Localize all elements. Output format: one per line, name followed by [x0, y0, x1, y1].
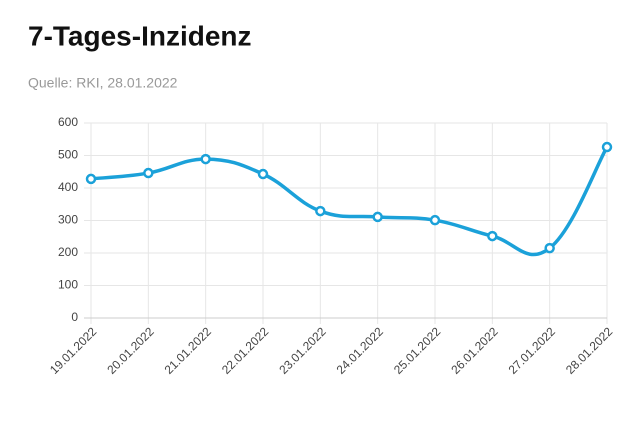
y-tick-label: 300: [58, 213, 78, 227]
point: [429, 214, 441, 226]
x-tick-label: 19.01.2022: [47, 324, 100, 377]
point: [143, 167, 154, 179]
chart-title: 7-Tages-Inzidenz: [28, 20, 252, 51]
point: [200, 153, 211, 165]
y-tick-label: 200: [58, 245, 78, 259]
point: [257, 168, 269, 180]
x-tick-label: 20.01.2022: [104, 324, 157, 377]
y-tick-label: 100: [58, 278, 78, 292]
x-tick-label: 26.01.2022: [448, 324, 501, 377]
point: [372, 211, 383, 223]
point: [601, 141, 613, 153]
x-tick-label: 24.01.2022: [334, 324, 387, 377]
point: [85, 173, 97, 185]
y-tick-label: 400: [58, 180, 78, 194]
x-tick-label: 25.01.2022: [391, 324, 444, 377]
x-tick-label: 27.01.2022: [506, 324, 559, 377]
point: [544, 242, 555, 254]
y-tick-label: 500: [58, 148, 78, 162]
x-tick-label: 21.01.2022: [162, 324, 215, 377]
line: [90, 146, 609, 257]
chart-subtitle: Quelle: RKI, 28.01.2022: [28, 75, 178, 91]
point: [487, 230, 498, 242]
point: [315, 205, 326, 217]
y-tick-label: 0: [71, 310, 78, 324]
y-tick-label: 600: [58, 115, 78, 129]
x-tick-label: 23.01.2022: [276, 324, 329, 377]
x-tick-label: 28.01.2022: [563, 324, 616, 377]
x-tick-label: 22.01.2022: [219, 324, 272, 377]
